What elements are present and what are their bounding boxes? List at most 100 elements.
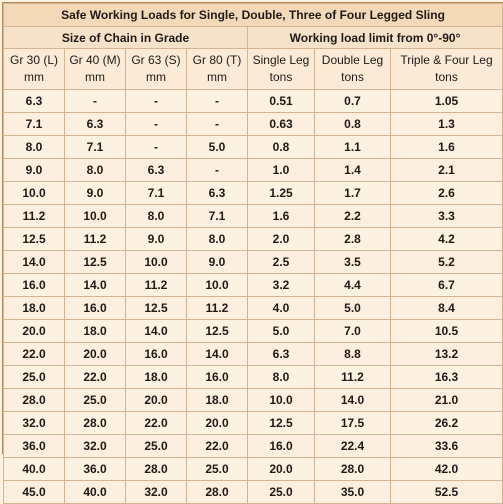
- table-cell: 18.0: [125, 365, 187, 389]
- table-cell: 0.8: [314, 112, 391, 136]
- table-cell: 28.0: [186, 480, 248, 504]
- table-cell: 12.5: [64, 250, 126, 274]
- table-cell: 1.4: [314, 158, 391, 182]
- table-cell: 8.0: [125, 204, 187, 228]
- column-header-unit: mm: [24, 70, 44, 84]
- column-header: Gr 80 (T) mm: [186, 48, 248, 90]
- table-cell: -: [125, 112, 187, 136]
- table-cell: 8.0: [247, 365, 315, 389]
- table-cell: 3.2: [247, 273, 315, 297]
- column-header: Double Leg tons: [314, 48, 391, 90]
- table-cell: 18.0: [186, 388, 248, 412]
- table-cell: 14.0: [64, 273, 126, 297]
- table-cell: 16.0: [247, 434, 315, 458]
- table-cell: 11.2: [3, 204, 65, 228]
- table-cell: 0.8: [247, 135, 315, 159]
- table-cell: 17.5: [314, 411, 391, 435]
- column-header-row: Gr 30 (L) mm Gr 40 (M) mm Gr 63 (S) mm Gr 80 (…: [3, 48, 503, 90]
- table-cell: 7.1: [186, 204, 248, 228]
- table-cell: 7.1: [3, 112, 65, 136]
- table-cell: 2.6: [389, 181, 503, 205]
- column-header-unit: tons: [435, 70, 458, 84]
- table-cell: 26.2: [389, 411, 503, 435]
- column-header-label: Single Leg: [252, 53, 310, 67]
- table-cell: 8.8: [314, 342, 391, 366]
- table-row: 11.2 10.0 8.0 7.1 1.6 2.2 3.3: [3, 204, 503, 228]
- table-cell: 10.0: [3, 181, 65, 205]
- table-cell: 10.0: [125, 250, 187, 274]
- column-header-unit: mm: [146, 70, 166, 84]
- column-header-label: Gr 63 (S): [131, 53, 181, 67]
- table-cell: 22.0: [125, 411, 187, 435]
- column-header: Triple & Four Leg tons: [389, 48, 503, 90]
- table-cell: 6.3: [125, 158, 187, 182]
- table-cell: 1.25: [247, 181, 315, 205]
- table-cell: 42.0: [389, 457, 503, 481]
- chain-size-group-header: Size of Chain in Grade: [3, 26, 248, 49]
- table-row: 10.0 9.0 7.1 6.3 1.25 1.7 2.6: [3, 181, 503, 205]
- table-row: 18.0 16.0 12.5 11.2 4.0 5.0 8.4: [3, 296, 503, 320]
- table-cell: 7.0: [314, 319, 391, 343]
- table-cell: 14.0: [314, 388, 391, 412]
- table-cell: 20.0: [3, 319, 65, 343]
- table-cell: 6.3: [186, 181, 248, 205]
- table-cell: 5.0: [247, 319, 315, 343]
- table-cell: 16.3: [389, 365, 503, 389]
- table-cell: 9.0: [64, 181, 126, 205]
- table-row: 9.0 8.0 6.3-1.0 1.4 2.1: [3, 158, 503, 182]
- table-cell: 40.0: [64, 480, 126, 504]
- table-cell: 11.2: [64, 227, 126, 251]
- table-cell: 28.0: [125, 457, 187, 481]
- table-row: 36.0 32.0 25.0 22.0 16.0 22.4 33.6: [3, 434, 503, 458]
- table-cell: 12.5: [186, 319, 248, 343]
- column-header: Single Leg tons: [247, 48, 315, 90]
- table-cell: 16.0: [125, 342, 187, 366]
- table-row: 45.0 40.0 32.0 28.0 25.0 35.0 52.5: [3, 480, 503, 504]
- sling-load-table: Safe Working Loads for Single, Double, T…: [2, 3, 503, 504]
- table-cell: 9.0: [125, 227, 187, 251]
- column-header-label: Triple & Four Leg: [400, 53, 493, 67]
- column-header-label: Gr 40 (M): [69, 53, 121, 67]
- table-cell: 7.1: [64, 135, 126, 159]
- table-row: 14.0 12.5 10.0 9.0 2.5 3.5 5.2: [3, 250, 503, 274]
- table-cell: 3.5: [314, 250, 391, 274]
- table-cell: 6.3: [247, 342, 315, 366]
- table-cell: 2.2: [314, 204, 391, 228]
- table-cell: 28.0: [314, 457, 391, 481]
- table-cell: 16.0: [186, 365, 248, 389]
- table-cell: 9.0: [186, 250, 248, 274]
- table-cell: 2.8: [314, 227, 391, 251]
- table-cell: 8.0: [3, 135, 65, 159]
- table-cell: 35.0: [314, 480, 391, 504]
- table-cell: 12.5: [125, 296, 187, 320]
- table-cell: 10.0: [247, 388, 315, 412]
- table-cell: 12.5: [247, 411, 315, 435]
- table-cell: 28.0: [3, 388, 65, 412]
- table-cell: 22.0: [3, 342, 65, 366]
- table-cell: -: [125, 89, 187, 113]
- column-header-unit: tons: [341, 70, 364, 84]
- table-cell: 8.0: [186, 227, 248, 251]
- table-cell: 9.0: [3, 158, 65, 182]
- column-header: Gr 63 (S) mm: [125, 48, 187, 90]
- table-cell: 14.0: [186, 342, 248, 366]
- column-header-label: Gr 30 (L): [9, 53, 58, 67]
- column-header: Gr 40 (M) mm: [64, 48, 126, 90]
- table-cell: 52.5: [389, 480, 503, 504]
- column-header-label: Double Leg: [321, 53, 384, 67]
- table-cell: 4.4: [314, 273, 391, 297]
- table-cell: -: [186, 112, 248, 136]
- table-cell: 25.0: [3, 365, 65, 389]
- table-row: 28.0 25.0 20.0 18.0 10.0 14.0 21.0: [3, 388, 503, 412]
- table-cell: 4.0: [247, 296, 315, 320]
- table-cell: -: [125, 135, 187, 159]
- table-cell: 1.0: [247, 158, 315, 182]
- table-cell: 21.0: [389, 388, 503, 412]
- table-cell: 28.0: [64, 411, 126, 435]
- table-cell: 10.5: [389, 319, 503, 343]
- table-cell: 18.0: [64, 319, 126, 343]
- table-cell: 5.0: [186, 135, 248, 159]
- table-cell: 10.0: [186, 273, 248, 297]
- table-cell: 6.3: [64, 112, 126, 136]
